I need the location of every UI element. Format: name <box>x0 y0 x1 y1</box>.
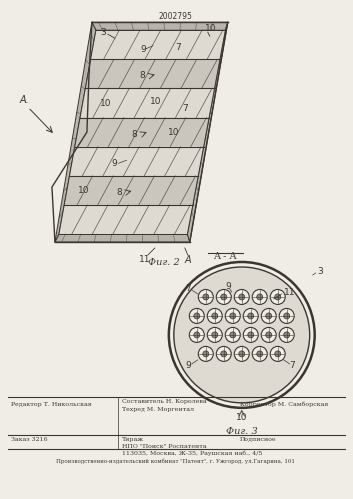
Text: A.: A. <box>20 95 30 105</box>
Circle shape <box>248 313 254 319</box>
Text: Корректор М. Самборская: Корректор М. Самборская <box>240 402 328 407</box>
Polygon shape <box>91 30 225 59</box>
Circle shape <box>279 327 294 342</box>
Circle shape <box>221 351 227 357</box>
Circle shape <box>252 346 267 361</box>
Text: 10: 10 <box>78 186 89 195</box>
Text: A: A <box>185 255 191 265</box>
Circle shape <box>239 294 245 300</box>
Circle shape <box>225 327 240 342</box>
Circle shape <box>248 332 254 338</box>
Text: НПО "Поиск" Роспатента: НПО "Поиск" Роспатента <box>122 444 207 449</box>
Polygon shape <box>55 234 190 242</box>
Circle shape <box>203 351 209 357</box>
Circle shape <box>207 327 222 342</box>
Polygon shape <box>64 176 198 205</box>
Text: Фиг. 3: Фиг. 3 <box>226 427 258 436</box>
Circle shape <box>279 308 294 323</box>
Text: 8: 8 <box>131 130 137 139</box>
Circle shape <box>239 351 245 357</box>
Text: 11: 11 <box>139 255 151 264</box>
Circle shape <box>230 332 236 338</box>
Circle shape <box>194 332 200 338</box>
Text: 7: 7 <box>289 361 295 370</box>
Text: 10: 10 <box>100 98 111 107</box>
Text: 9: 9 <box>140 45 146 54</box>
Text: Заказ 3216: Заказ 3216 <box>11 437 48 442</box>
Circle shape <box>261 308 276 323</box>
Text: 10: 10 <box>205 24 216 33</box>
Text: 9: 9 <box>225 282 231 291</box>
Text: A - A: A - A <box>213 252 237 261</box>
Circle shape <box>169 262 315 408</box>
Text: 7: 7 <box>183 103 188 112</box>
Circle shape <box>221 294 227 300</box>
Polygon shape <box>85 59 220 88</box>
Circle shape <box>189 327 204 342</box>
Text: Фиг. 2: Фиг. 2 <box>148 258 180 267</box>
Circle shape <box>257 351 263 357</box>
Polygon shape <box>59 205 193 234</box>
Circle shape <box>203 294 209 300</box>
Text: Техред М. Моргентал: Техред М. Моргентал <box>122 407 194 412</box>
Polygon shape <box>187 22 228 242</box>
Circle shape <box>261 327 276 342</box>
Text: 9: 9 <box>112 159 118 168</box>
Circle shape <box>198 346 213 361</box>
Circle shape <box>189 308 204 323</box>
Text: 113035, Москва, Ж-35, Раушская наб., 4/5: 113035, Москва, Ж-35, Раушская наб., 4/5 <box>122 451 262 456</box>
Circle shape <box>198 289 213 304</box>
Text: 3: 3 <box>318 267 323 276</box>
Text: 8: 8 <box>140 71 145 80</box>
Polygon shape <box>80 88 215 118</box>
Circle shape <box>284 332 290 338</box>
Text: 7: 7 <box>185 284 191 293</box>
Text: 11: 11 <box>284 288 295 297</box>
Text: Редактор Т. Никольская: Редактор Т. Никольская <box>11 402 92 407</box>
Circle shape <box>270 289 285 304</box>
Circle shape <box>234 289 249 304</box>
Text: 10: 10 <box>236 413 247 422</box>
Circle shape <box>174 267 310 403</box>
Circle shape <box>243 327 258 342</box>
Text: 7: 7 <box>175 43 181 52</box>
Circle shape <box>216 289 231 304</box>
Circle shape <box>257 294 263 300</box>
Circle shape <box>275 294 281 300</box>
Text: 8: 8 <box>116 188 122 197</box>
Circle shape <box>252 289 267 304</box>
Polygon shape <box>75 118 209 147</box>
Text: Тираж: Тираж <box>122 437 144 442</box>
Circle shape <box>212 332 218 338</box>
Text: Составитель Н. Королева: Составитель Н. Королева <box>122 399 207 404</box>
Circle shape <box>266 332 272 338</box>
Circle shape <box>230 313 236 319</box>
Circle shape <box>212 313 218 319</box>
Circle shape <box>266 313 272 319</box>
Circle shape <box>207 308 222 323</box>
Circle shape <box>243 308 258 323</box>
Text: 3: 3 <box>100 28 106 37</box>
Text: 10: 10 <box>168 128 180 137</box>
Circle shape <box>216 346 231 361</box>
Polygon shape <box>55 22 96 242</box>
Text: 9: 9 <box>185 361 191 370</box>
Circle shape <box>194 313 200 319</box>
Circle shape <box>275 351 281 357</box>
Circle shape <box>270 346 285 361</box>
Polygon shape <box>59 30 225 234</box>
Circle shape <box>234 346 249 361</box>
Circle shape <box>225 308 240 323</box>
Text: Подписное: Подписное <box>240 437 276 442</box>
Text: 2002795: 2002795 <box>159 12 193 21</box>
Circle shape <box>284 313 290 319</box>
Text: Производственно-издательский комбинат "Патент", г. Ужгород, ул.Гагарина, 101: Производственно-издательский комбинат "П… <box>56 459 295 465</box>
Polygon shape <box>70 147 204 176</box>
Polygon shape <box>92 22 228 30</box>
Text: 10: 10 <box>150 96 161 105</box>
